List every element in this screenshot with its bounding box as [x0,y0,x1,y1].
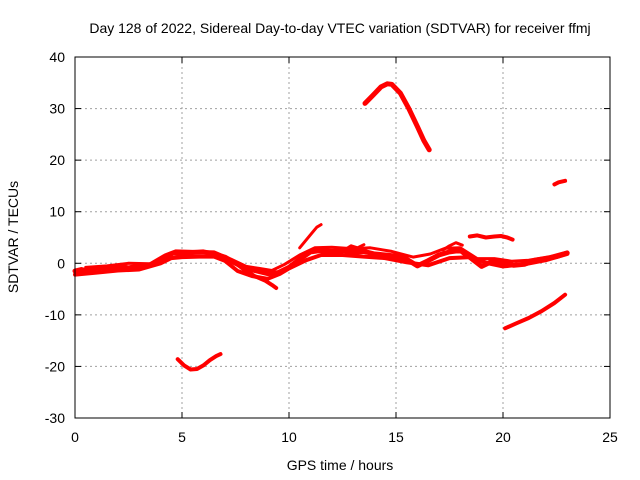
series-segment-5-7h [175,352,223,372]
chart-title: Day 128 of 2022, Sidereal Day-to-day VTE… [89,20,590,36]
x-axis-label: GPS time / hours [287,457,394,473]
y-tick-label: -30 [45,410,65,426]
series-spike-11h [298,223,323,250]
x-tick-label: 5 [178,429,186,445]
series-segment-18-20h [467,233,515,242]
series-segment-20-23h [503,292,568,331]
grid [75,57,610,418]
x-tick-label: 0 [71,429,79,445]
series-spike-13-14h [343,243,366,252]
y-tick-label: 0 [57,255,65,271]
plot-frame [74,56,611,419]
x-tick-label: 10 [281,429,297,445]
series-band-upper [84,245,569,272]
series-spike-17-18h [441,241,464,252]
y-axis-label: SDTVAR / TECUs [5,181,21,293]
series-arc-14-16h [362,81,432,153]
x-tick-label: 15 [388,429,404,445]
y-tick-label: 20 [49,152,65,168]
y-tick-label: -10 [45,307,65,323]
y-tick-label: 30 [49,101,65,117]
data-traces [72,81,570,372]
series-dip-8-9h [231,259,279,290]
y-tick-label: -20 [45,358,65,374]
y-tick-label: 40 [49,49,65,65]
y-tick-label: 10 [49,204,65,220]
series-segment-22-23h [552,178,568,187]
x-tick-label: 20 [495,429,511,445]
x-tick-label: 25 [602,429,618,445]
